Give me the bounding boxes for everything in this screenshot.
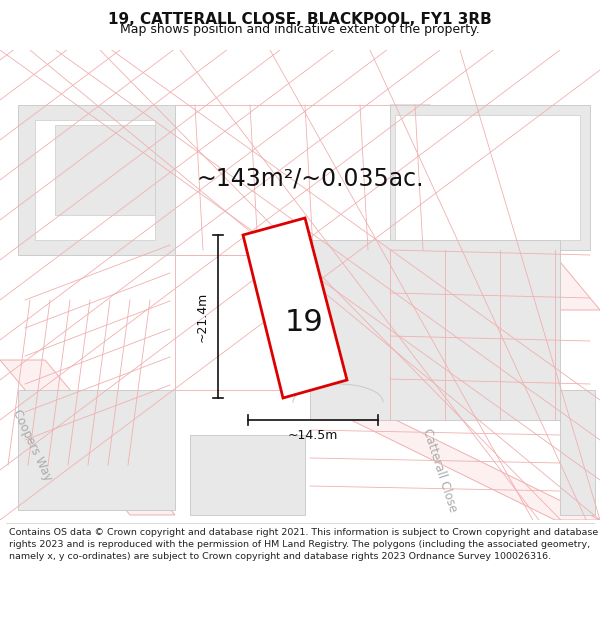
Polygon shape bbox=[175, 255, 310, 390]
Polygon shape bbox=[243, 218, 347, 398]
Polygon shape bbox=[395, 115, 580, 240]
Text: 19, CATTERALL CLOSE, BLACKPOOL, FY1 3RB: 19, CATTERALL CLOSE, BLACKPOOL, FY1 3RB bbox=[108, 12, 492, 28]
Text: Catterall Close: Catterall Close bbox=[421, 426, 460, 514]
Polygon shape bbox=[18, 390, 175, 510]
Polygon shape bbox=[55, 125, 155, 215]
Polygon shape bbox=[35, 120, 155, 240]
Text: Contains OS data © Crown copyright and database right 2021. This information is : Contains OS data © Crown copyright and d… bbox=[9, 528, 598, 561]
Text: Map shows position and indicative extent of the property.: Map shows position and indicative extent… bbox=[120, 23, 480, 36]
Polygon shape bbox=[18, 105, 175, 255]
Polygon shape bbox=[390, 105, 600, 310]
Polygon shape bbox=[0, 360, 175, 515]
Text: ~21.4m: ~21.4m bbox=[196, 291, 209, 342]
Text: ~143m²/~0.035ac.: ~143m²/~0.035ac. bbox=[196, 166, 424, 190]
Polygon shape bbox=[310, 400, 600, 520]
Polygon shape bbox=[390, 105, 590, 250]
Polygon shape bbox=[175, 105, 390, 255]
Polygon shape bbox=[190, 435, 305, 515]
Polygon shape bbox=[560, 390, 595, 515]
Text: 19: 19 bbox=[285, 308, 324, 338]
Text: Coopers Way: Coopers Way bbox=[10, 408, 54, 482]
Polygon shape bbox=[310, 240, 560, 420]
Text: ~14.5m: ~14.5m bbox=[288, 429, 338, 442]
